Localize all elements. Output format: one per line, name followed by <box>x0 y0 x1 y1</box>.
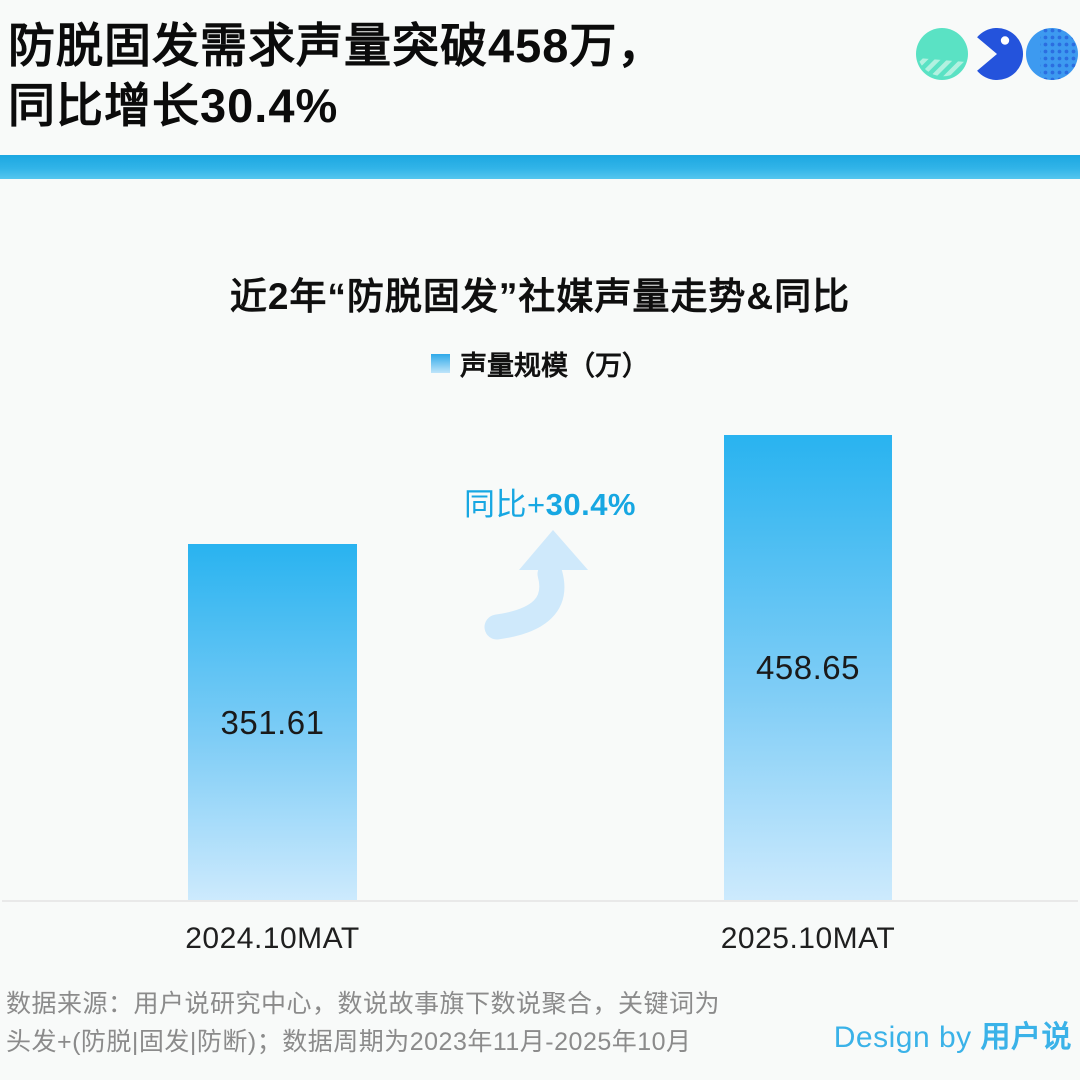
chart-legend: 声量规模（万） <box>0 344 1080 383</box>
page-title: 防脱固发需求声量突破458万， 同比增长30.4% <box>8 16 665 136</box>
bar-2025.10MAT: 458.65 <box>724 435 892 901</box>
growth-arrow-icon <box>484 530 588 640</box>
legend-swatch-icon <box>431 354 450 373</box>
brand-logo-graphic <box>916 28 1078 80</box>
data-source-note: 数据来源：用户说研究中心，数说故事旗下数说聚合，关键词为 头发+(防脱|固发|防… <box>6 986 720 1061</box>
x-axis-line <box>2 900 1078 902</box>
bar-value-label: 458.65 <box>756 649 860 686</box>
page-title-line2: 同比增长30.4% <box>8 79 339 133</box>
design-credit-brand: 用户说 <box>980 1021 1072 1054</box>
mint-striped-circle-icon <box>916 28 968 80</box>
yoy-prefix: 同比+ <box>463 487 546 522</box>
x-axis-label: 2024.10MAT <box>185 922 360 955</box>
x-axis-label: 2025.10MAT <box>720 922 896 955</box>
pacman-icon <box>977 28 1024 80</box>
page-title-line1: 防脱固发需求声量突破458万， <box>8 19 666 72</box>
yoy-annotation: 同比+30.4% <box>440 479 660 524</box>
accent-divider-bar <box>0 155 1080 179</box>
brand-logo <box>916 27 1080 86</box>
bar-value-label: 351.61 <box>220 703 325 741</box>
data-source-line2: 头发+(防脱|固发|防断)；数据周期为2023年11月-2025年10月 <box>6 1027 692 1056</box>
yoy-value: 30.4% <box>545 487 636 522</box>
design-credit-prefix: Design by <box>833 1021 981 1054</box>
chart-title: 近2年“防脱固发”社媒声量走势&同比 <box>229 276 851 317</box>
legend-label: 声量规模（万） <box>460 351 649 381</box>
bar-2024.10MAT: 351.61 <box>188 544 357 901</box>
data-source-line1: 数据来源：用户说研究中心，数说故事旗下数说聚合，关键词为 <box>6 990 721 1018</box>
design-credit: Design by 用户说 <box>834 1012 1072 1056</box>
